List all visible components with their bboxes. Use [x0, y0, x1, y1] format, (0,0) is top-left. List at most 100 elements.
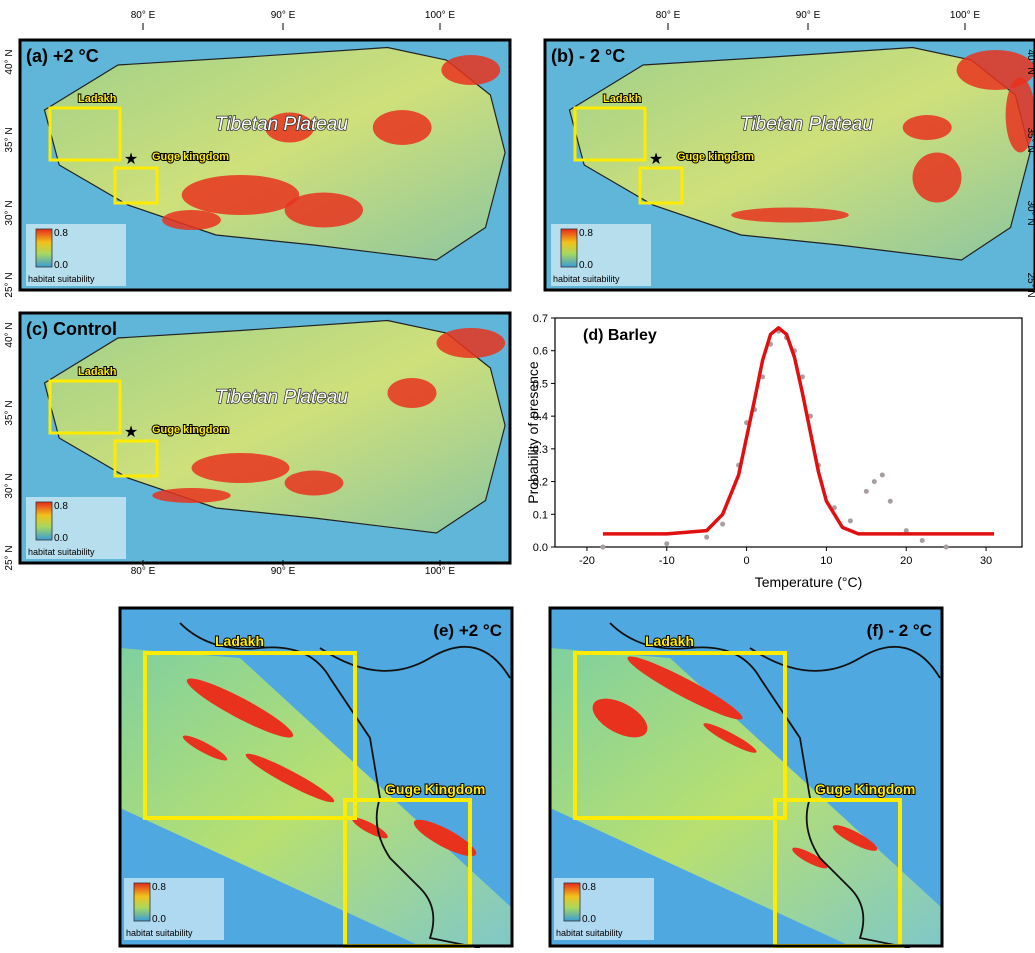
lon-label: 90° E: [271, 10, 296, 21]
plateau: [43, 319, 506, 534]
lon-label: 80° E: [131, 566, 156, 577]
star: ★: [124, 424, 138, 441]
suitable-area: [191, 453, 290, 483]
legend-title: habitat suitability: [28, 274, 95, 284]
y-tick-label: 0.0: [533, 542, 548, 554]
legend-min: 0.0: [54, 260, 68, 271]
color-bar: [560, 228, 578, 268]
suitable-area: [162, 210, 221, 230]
plateau: [43, 46, 506, 261]
guge-box: [113, 166, 159, 205]
panel-label: (a) +2 °C: [26, 46, 99, 66]
color-bar: [133, 882, 151, 922]
data-point: [903, 528, 909, 534]
lon-label: 80° E: [656, 10, 681, 21]
panel-label: (c) Control: [26, 319, 117, 339]
suitable-area: [265, 112, 314, 143]
data-point: [720, 521, 726, 527]
legend-min: 0.0: [582, 914, 596, 925]
legend-title: habitat suitability: [553, 274, 620, 284]
panel-label: (b) - 2 °C: [551, 46, 625, 66]
x-tick-label: -10: [659, 555, 675, 567]
lon-label: 100° E: [950, 10, 980, 21]
ladakh-box: [573, 106, 647, 162]
legend-max: 0.8: [54, 228, 68, 239]
legend-max: 0.8: [582, 882, 596, 893]
x-axis-label: Temperature (°C): [755, 574, 863, 590]
plateau-label: Tibetan Plateau: [740, 114, 873, 135]
suitable-area: [152, 488, 231, 503]
map-frame: [543, 38, 1035, 292]
suitable-area: [284, 470, 344, 496]
lat-label: 25° N: [1025, 272, 1035, 297]
guge-label: Guge Kingdom: [815, 781, 915, 797]
lat-label: 30° N: [4, 473, 15, 498]
plateau-label: Tibetan Plateau: [215, 387, 348, 408]
suitable-area: [245, 753, 335, 803]
guge-label: Guge Kingdom: [385, 781, 485, 797]
lat-label: 30° N: [4, 200, 15, 225]
ladakh-label: Ladakh: [78, 366, 117, 378]
ladakh-label: Ladakh: [603, 93, 642, 105]
data-point: [600, 544, 606, 550]
data-point: [871, 479, 877, 485]
legend-min: 0.0: [579, 260, 593, 271]
plateau: [568, 46, 1031, 261]
legend-min: 0.0: [54, 533, 68, 544]
chart-title: (d) Barley: [583, 327, 657, 344]
legend-min: 0.0: [152, 914, 166, 925]
ladakh-label: Ladakh: [215, 633, 264, 649]
x-tick-label: 20: [900, 555, 912, 567]
suitable-area: [703, 723, 757, 753]
suitable-area: [436, 328, 506, 358]
data-point: [943, 544, 949, 550]
suitable-area: [284, 192, 363, 228]
data-point: [863, 488, 869, 494]
ladakh-label: Ladakh: [645, 633, 694, 649]
suitable-area: [902, 115, 952, 140]
data-point: [887, 498, 893, 504]
map-frame: [548, 606, 944, 948]
panel-label: (f) - 2 °C: [867, 621, 932, 640]
suitable-area: [832, 825, 878, 851]
legend-title: habitat suitability: [126, 928, 193, 938]
guge-label: Guge kingdom: [152, 151, 229, 163]
lon-label: 90° E: [796, 10, 821, 21]
lon-label: 100° E: [425, 566, 455, 577]
data-point: [799, 374, 805, 380]
suitable-area: [627, 656, 743, 720]
y-axis-label: Probability of presence: [525, 361, 541, 504]
suitable-area: [592, 698, 648, 738]
suitable-area: [792, 847, 828, 869]
suitable-area: [912, 152, 962, 203]
data-point: [879, 472, 885, 478]
x-tick-label: 30: [980, 555, 992, 567]
suitable-area: [181, 175, 300, 215]
legend-title: habitat suitability: [28, 547, 95, 557]
fit-line: [602, 326, 995, 536]
map-frame: [118, 606, 514, 948]
suitable-area: [1005, 77, 1035, 153]
lon-label: 80° E: [131, 10, 156, 21]
data-point: [847, 518, 853, 524]
lat-label: 40° N: [1025, 49, 1035, 74]
guge-label: Guge kingdom: [152, 424, 229, 436]
border: [179, 622, 481, 949]
legend-max: 0.8: [54, 501, 68, 512]
ladakh-box: [48, 106, 122, 162]
y-tick-label: 0.7: [533, 313, 548, 325]
y-tick-label: 0.4: [533, 411, 548, 423]
lat-label: 25° N: [4, 545, 15, 570]
ladakh-box: [48, 379, 122, 435]
data-point: [704, 534, 710, 540]
lat-label: 40° N: [4, 49, 15, 74]
guge-box: [638, 166, 684, 205]
star: ★: [124, 151, 138, 168]
terrain-band: [550, 648, 942, 946]
x-tick-label: 10: [820, 555, 832, 567]
data-point: [664, 541, 670, 547]
suitable-area: [372, 110, 432, 145]
suitable-area: [182, 735, 228, 761]
y-tick-label: 0.5: [533, 378, 548, 390]
lon-label: 90° E: [271, 566, 296, 577]
